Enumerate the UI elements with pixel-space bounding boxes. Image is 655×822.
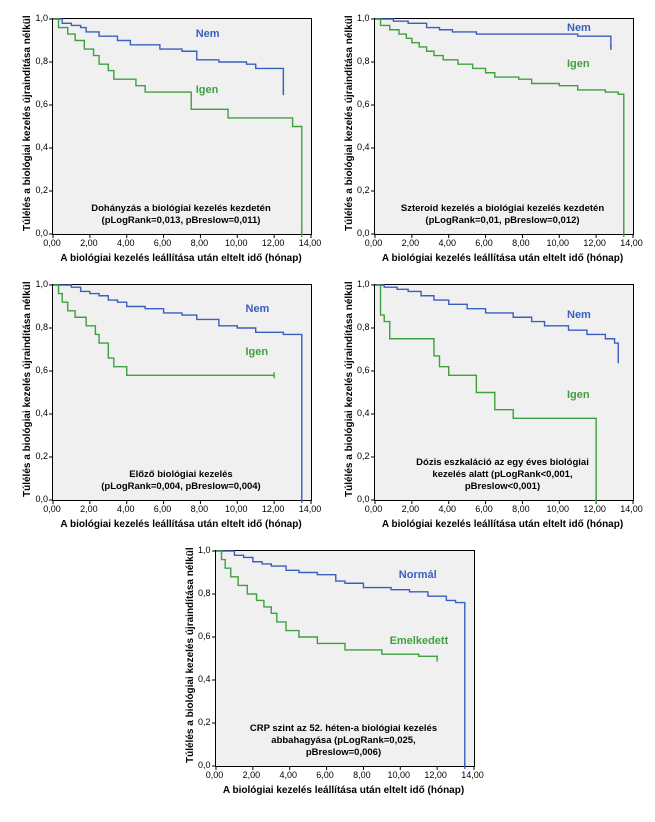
xtick-label: 12,00 — [424, 770, 447, 780]
km-panel-2: Nem Igen Előző biológiai kezelés(pLogRank=… — [10, 276, 320, 534]
xtick-label: 0,00 — [365, 504, 383, 514]
chart-svg — [375, 19, 633, 234]
y-axis-label: Túlélés a biológiai kezelés újraindítása… — [185, 547, 196, 763]
panel-subtitle: Előző biológiai kezelés(pLogRank=0,004, … — [62, 469, 300, 493]
xtick-label: 12,00 — [583, 238, 606, 248]
km-panel-0: Nem Igen Dohányzás a biológiai kezelés kez… — [10, 10, 320, 268]
xtick-label: 10,00 — [388, 770, 411, 780]
xtick-label: 6,00 — [154, 238, 172, 248]
panel-subtitle: Dózis eszkaláció az egy éves biológiaike… — [384, 457, 622, 493]
xtick-label: 4,00 — [279, 770, 297, 780]
xtick-label: 2,00 — [402, 504, 420, 514]
x-axis-label: A biológiai kezelés leállítása után elte… — [52, 519, 310, 530]
x-axis-label: A biológiai kezelés leállítása után elte… — [215, 785, 473, 796]
xtick-label: 10,00 — [225, 238, 248, 248]
xtick-label: 2,00 — [402, 238, 420, 248]
xtick-label: 8,00 — [353, 770, 371, 780]
series-label: Nem — [246, 303, 270, 315]
panel-subtitle: Dohányzás a biológiai kezelés kezdetén(p… — [62, 203, 300, 227]
series-label: Igen — [246, 346, 269, 358]
xtick-label: 4,00 — [117, 238, 135, 248]
xtick-label: 4,00 — [438, 238, 456, 248]
y-axis-label: Túlélés a biológiai kezelés újraindítása… — [344, 281, 355, 497]
xtick-label: 0,00 — [365, 238, 383, 248]
xtick-label: 8,00 — [191, 238, 209, 248]
xtick-label: 12,00 — [583, 504, 606, 514]
chart-svg — [53, 19, 311, 234]
series-label: Normál — [399, 569, 437, 581]
km-curve-0 — [53, 285, 302, 500]
xtick-label: 6,00 — [475, 238, 493, 248]
xtick-label: 14,00 — [620, 504, 643, 514]
xtick-label: 0,00 — [206, 770, 224, 780]
xtick-label: 8,00 — [512, 504, 530, 514]
chart-svg — [53, 285, 311, 500]
series-label: Igen — [567, 389, 590, 401]
xtick-label: 8,00 — [512, 238, 530, 248]
xtick-label: 6,00 — [475, 504, 493, 514]
xtick-label: 4,00 — [438, 504, 456, 514]
xtick-label: 2,00 — [243, 770, 261, 780]
xtick-label: 6,00 — [316, 770, 334, 780]
xtick-label: 14,00 — [461, 770, 484, 780]
series-label: Igen — [196, 84, 219, 96]
xtick-label: 2,00 — [80, 238, 98, 248]
xtick-label: 6,00 — [154, 504, 172, 514]
y-axis-label: Túlélés a biológiai kezelés újraindítása… — [22, 15, 33, 231]
xtick-label: 2,00 — [80, 504, 98, 514]
y-axis-label: Túlélés a biológiai kezelés újraindítása… — [22, 281, 33, 497]
xtick-label: 0,00 — [43, 504, 61, 514]
xtick-label: 10,00 — [547, 238, 570, 248]
xtick-label: 10,00 — [547, 504, 570, 514]
panel-subtitle: Szteroid kezelés a biológiai kezelés kez… — [384, 203, 622, 227]
xtick-label: 14,00 — [299, 504, 322, 514]
xtick-label: 14,00 — [620, 238, 643, 248]
xtick-label: 0,00 — [43, 238, 61, 248]
km-curve-1 — [53, 19, 302, 234]
xtick-label: 8,00 — [191, 504, 209, 514]
x-axis-label: A biológiai kezelés leállítása után elte… — [374, 519, 632, 530]
km-curve-1 — [53, 285, 274, 375]
x-axis-label: A biológiai kezelés leállítása után elte… — [374, 253, 632, 264]
km-panel-3: Nem Igen Dózis eszkaláció az egy éves biol… — [332, 276, 642, 534]
series-label: Emelkedett — [390, 635, 449, 647]
y-axis-label: Túlélés a biológiai kezelés újraindítása… — [344, 15, 355, 231]
km-panel-1: Nem Igen Szteroid kezelés a biológiai keze… — [332, 10, 642, 268]
series-label: Nem — [196, 28, 220, 40]
xtick-label: 12,00 — [262, 504, 285, 514]
km-curve-0 — [375, 285, 618, 360]
series-label: Nem — [567, 309, 591, 321]
xtick-label: 10,00 — [225, 504, 248, 514]
xtick-label: 14,00 — [299, 238, 322, 248]
km-panel-4: Normál Emelkedett CRP szint az 52. héten-a… — [173, 542, 483, 800]
panel-subtitle: CRP szint az 52. héten-a biológiai kezel… — [225, 723, 463, 759]
series-label: Nem — [567, 22, 591, 34]
series-label: Igen — [567, 58, 590, 70]
km-curve-1 — [375, 19, 624, 234]
km-curve-0 — [53, 19, 283, 92]
x-axis-label: A biológiai kezelés leállítása után elte… — [52, 253, 310, 264]
xtick-label: 12,00 — [262, 238, 285, 248]
xtick-label: 4,00 — [117, 504, 135, 514]
